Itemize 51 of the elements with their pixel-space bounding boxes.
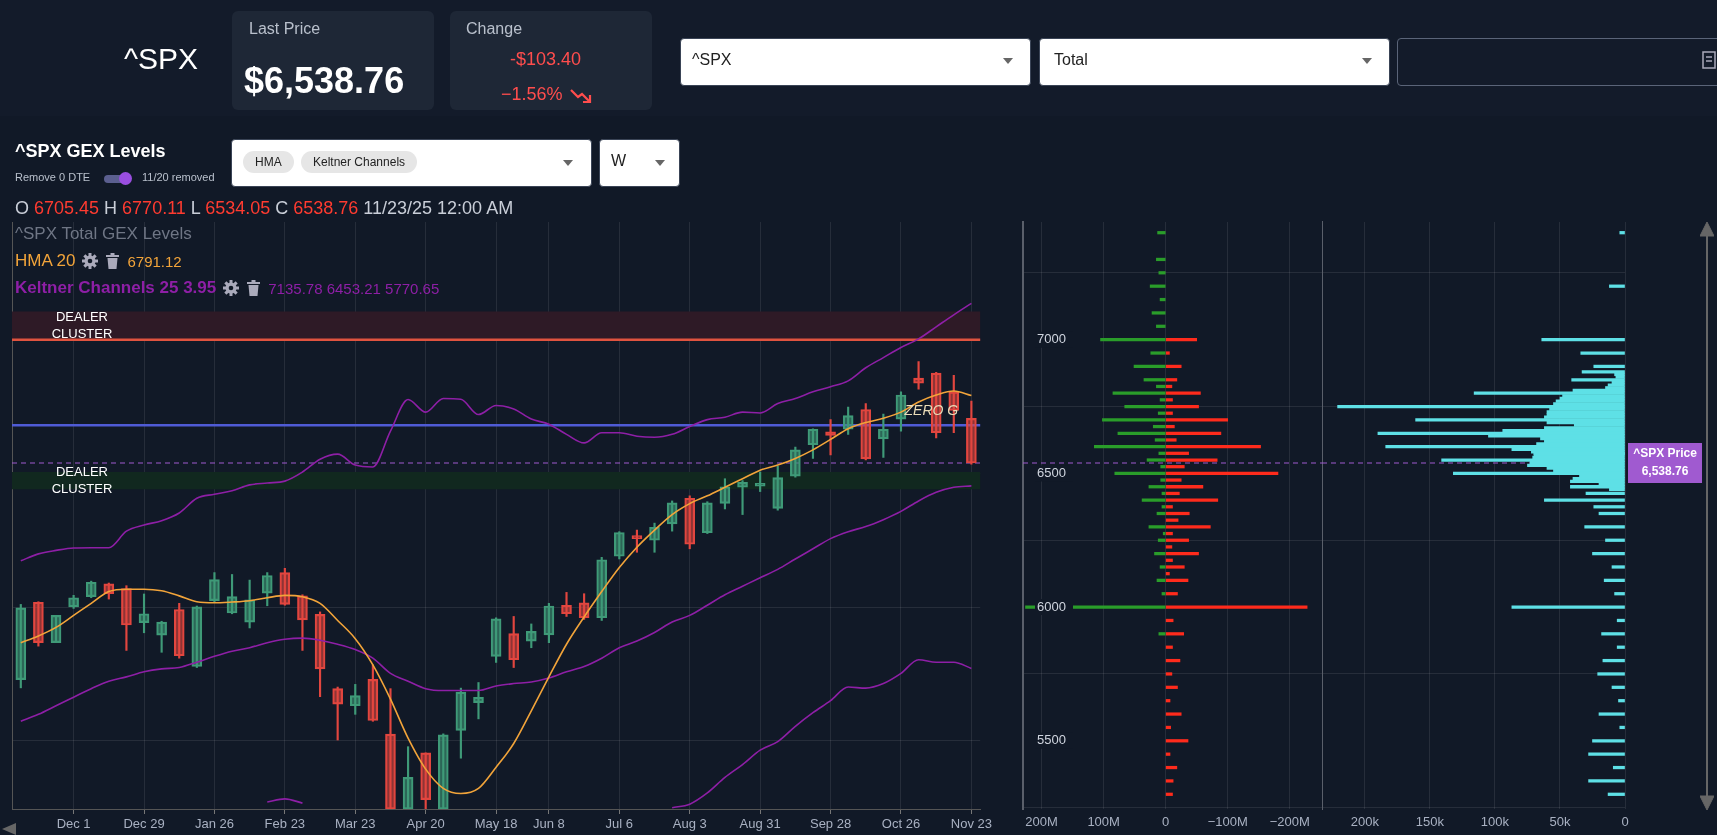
ref-line-label: ^SPX Price 6,538.76 xyxy=(1633,446,1698,479)
x-tick-label: Mar 23 xyxy=(335,816,376,832)
text: Total xyxy=(1054,51,1088,69)
text: ^SPX GEX Levels xyxy=(15,141,166,162)
x-tick-label: 200k xyxy=(1350,814,1380,830)
x-tick-label: Aug 31 xyxy=(739,816,781,832)
x-tick-label: 150k xyxy=(1415,814,1445,830)
annotation: 7135.78 6453.21 5770.65 xyxy=(268,279,440,297)
x-tick-label: Feb 23 xyxy=(264,816,306,832)
annotation: 6791.12 xyxy=(127,252,182,270)
text: O 6705.45 H 6770.11 L 6534.05 C 6538.76 11/23/25 12:00 AM xyxy=(15,198,514,218)
band-label: DEALER CLUSTER xyxy=(51,463,113,496)
y-tick-label: 5500 xyxy=(1037,732,1066,748)
x-tick-label: Apr 20 xyxy=(406,816,445,832)
band-label: DEALER CLUSTER xyxy=(51,308,113,341)
text: $6,538.76 xyxy=(244,60,405,102)
text: Keltner Channels 25 3.95 xyxy=(15,278,217,298)
x-tick-label: Dec 29 xyxy=(123,816,165,832)
text: Last Price xyxy=(249,20,321,38)
text: −1.56% xyxy=(501,84,563,105)
text: 11/20 removed xyxy=(142,171,215,183)
text: HMA 20 xyxy=(15,251,76,271)
x-tick-label: Jan 26 xyxy=(194,816,234,832)
x-tick-label: Dec 1 xyxy=(56,816,91,832)
x-tick-label: Sep 28 xyxy=(809,816,852,832)
text: Keltner Channels xyxy=(301,151,418,173)
text: W xyxy=(611,152,627,170)
x-tick-label: Aug 3 xyxy=(672,816,707,832)
text: ^SPX xyxy=(692,51,732,69)
text: Remove 0 DTE xyxy=(15,171,91,183)
y-tick-label: 6500 xyxy=(1037,464,1066,480)
x-tick-label: Nov 23 xyxy=(950,816,992,832)
x-tick-label: 200M xyxy=(1025,814,1058,830)
text: HMA xyxy=(243,151,294,173)
x-tick-label: 100M xyxy=(1087,814,1120,830)
x-tick-label: Jun 8 xyxy=(533,816,565,832)
text: -$103.40 xyxy=(510,49,582,70)
x-tick-label: −200M xyxy=(1269,814,1310,830)
y-tick-label: 7000 xyxy=(1037,331,1066,347)
x-tick-label: 50k xyxy=(1549,814,1571,830)
text: Change xyxy=(466,20,523,38)
text: ^SPX xyxy=(124,42,199,76)
y-tick-label: 6000 xyxy=(1037,598,1066,614)
x-tick-label: 100k xyxy=(1480,814,1510,830)
x-tick-label: 0 xyxy=(1621,814,1629,830)
x-tick-label: 0 xyxy=(1162,814,1170,830)
x-tick-label: Jul 6 xyxy=(605,816,634,832)
x-tick-label: −100M xyxy=(1207,814,1248,830)
x-tick-label: May 18 xyxy=(474,816,518,832)
x-tick-label: Oct 26 xyxy=(881,816,921,832)
chart-title: ^SPX Total GEX Levels xyxy=(15,224,192,244)
